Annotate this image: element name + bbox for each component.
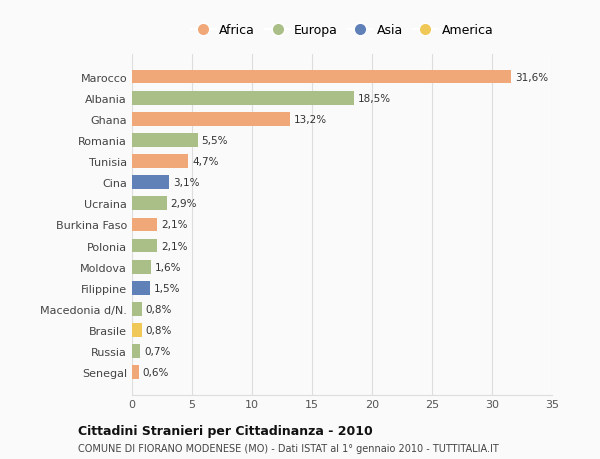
Text: 31,6%: 31,6% bbox=[515, 73, 548, 82]
Legend: Africa, Europa, Asia, America: Africa, Europa, Asia, America bbox=[187, 21, 497, 41]
Text: 1,6%: 1,6% bbox=[155, 262, 181, 272]
Bar bbox=[132, 112, 290, 126]
Text: 4,7%: 4,7% bbox=[192, 157, 218, 167]
Text: 2,1%: 2,1% bbox=[161, 241, 187, 251]
Bar bbox=[132, 281, 150, 295]
Bar bbox=[132, 260, 151, 274]
Text: 0,7%: 0,7% bbox=[144, 347, 170, 356]
Text: COMUNE DI FIORANO MODENESE (MO) - Dati ISTAT al 1° gennaio 2010 - TUTTITALIA.IT: COMUNE DI FIORANO MODENESE (MO) - Dati I… bbox=[78, 443, 499, 453]
Text: 13,2%: 13,2% bbox=[294, 115, 327, 124]
Text: 0,8%: 0,8% bbox=[145, 325, 172, 335]
Bar bbox=[132, 176, 169, 190]
Text: 1,5%: 1,5% bbox=[154, 283, 180, 293]
Bar bbox=[132, 155, 188, 168]
Text: 0,6%: 0,6% bbox=[143, 368, 169, 377]
Text: 2,1%: 2,1% bbox=[161, 220, 187, 230]
Bar bbox=[132, 239, 157, 253]
Bar bbox=[132, 134, 198, 147]
Text: Cittadini Stranieri per Cittadinanza - 2010: Cittadini Stranieri per Cittadinanza - 2… bbox=[78, 424, 373, 437]
Bar bbox=[132, 324, 142, 337]
Bar bbox=[132, 345, 140, 358]
Bar bbox=[132, 302, 142, 316]
Bar bbox=[132, 92, 354, 105]
Text: 3,1%: 3,1% bbox=[173, 178, 199, 188]
Bar bbox=[132, 218, 157, 232]
Bar bbox=[132, 197, 167, 211]
Text: 5,5%: 5,5% bbox=[202, 135, 228, 146]
Text: 2,9%: 2,9% bbox=[170, 199, 197, 209]
Bar bbox=[132, 366, 139, 379]
Text: 18,5%: 18,5% bbox=[358, 94, 391, 103]
Text: 0,8%: 0,8% bbox=[145, 304, 172, 314]
Bar bbox=[132, 71, 511, 84]
